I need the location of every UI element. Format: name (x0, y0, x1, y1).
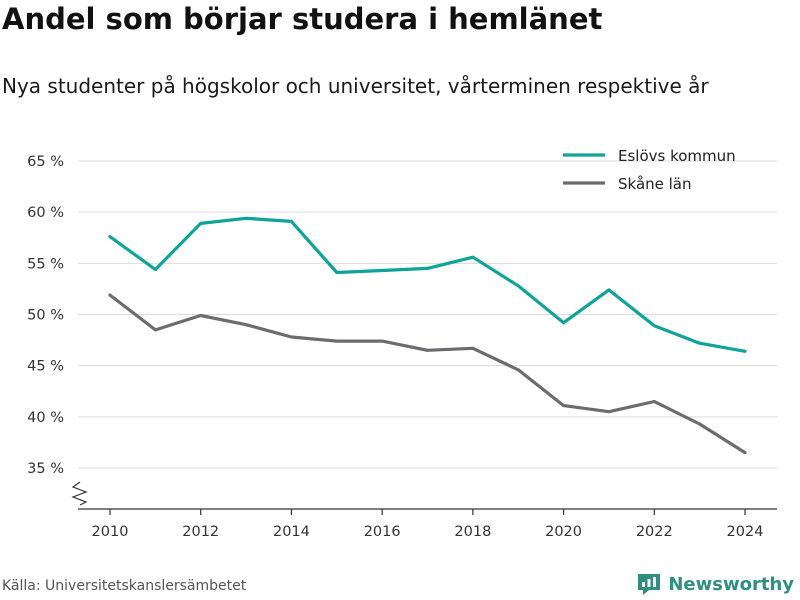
data-point (290, 219, 293, 223)
series-line-0 (108, 216, 747, 353)
y-tick-label: 40 % (27, 410, 64, 426)
brand-name: Newsworthy (668, 573, 794, 595)
x-tick-label: 2016 (364, 524, 401, 540)
data-point (698, 422, 702, 426)
data-point (652, 324, 656, 328)
legend-label: Skåne län (618, 175, 692, 193)
data-point (335, 271, 339, 274)
data-point (290, 335, 293, 339)
y-tick-label: 45 % (27, 359, 64, 375)
data-point (562, 321, 565, 325)
y-tick-label: 50 % (27, 308, 64, 324)
data-point (471, 346, 475, 350)
legend: Eslövs kommun Skåne län (563, 147, 736, 193)
x-tick-label: 2010 (92, 524, 129, 540)
data-point (153, 268, 157, 271)
y-tick-label: 35 % (27, 461, 64, 477)
data-point (607, 288, 611, 292)
newsworthy-logo-icon (638, 574, 661, 595)
data-point (471, 255, 475, 259)
data-point (516, 284, 520, 288)
data-point (380, 269, 384, 272)
data-point (380, 339, 384, 343)
legend-label: Eslövs kommun (618, 147, 736, 165)
data-point (153, 328, 157, 332)
y-tick-label: 65 % (27, 154, 64, 170)
axis-break-icon (71, 481, 88, 506)
y-axis: 35 % 40 % 45 % 50 % 55 % 60 % 65 % (27, 154, 88, 506)
y-tick-label: 55 % (27, 256, 64, 272)
x-axis: 2010 2012 2014 2016 2018 2020 2022 2024 (78, 508, 777, 540)
x-tick-label: 2022 (636, 524, 673, 540)
x-tick-label: 2012 (182, 524, 219, 540)
x-tick-label: 2014 (273, 524, 310, 540)
chart-title: Andel som börjar studera i hemlänet (2, 2, 603, 36)
data-point (743, 451, 747, 455)
data-point (426, 267, 429, 270)
data-point (562, 404, 565, 407)
data-point (335, 339, 339, 343)
data-point (199, 222, 203, 225)
x-tick-label: 2020 (545, 524, 582, 540)
data-point (108, 235, 112, 239)
chart-subtitle: Nya studenter på högskolor och universit… (2, 74, 709, 98)
series-line-1 (108, 293, 747, 455)
data-point (199, 314, 203, 317)
y-tick-label: 60 % (27, 205, 64, 221)
gridlines (78, 160, 777, 469)
series-lines (108, 216, 747, 455)
data-point (426, 348, 429, 352)
brand: Newsworthy (636, 569, 794, 599)
data-point (244, 323, 248, 327)
data-point (607, 410, 611, 414)
data-point (108, 293, 112, 297)
data-point (516, 368, 520, 372)
data-point (652, 400, 656, 403)
source-note: Källa: Universitetskanslersämbetet (2, 578, 247, 594)
data-point (244, 216, 248, 220)
x-tick-label: 2018 (454, 524, 491, 540)
x-tick-label: 2024 (727, 524, 764, 540)
data-point (698, 341, 702, 345)
data-point (743, 349, 747, 353)
